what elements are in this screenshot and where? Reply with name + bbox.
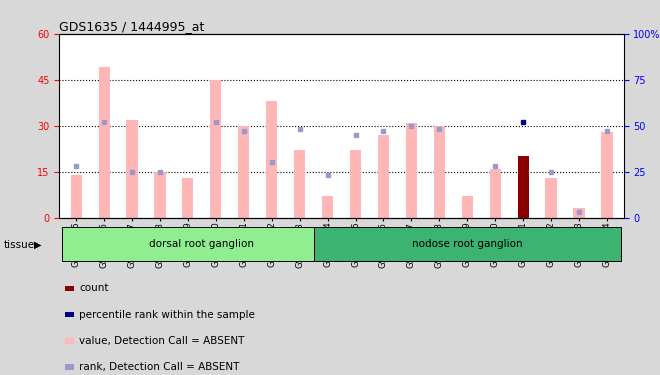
Bar bbox=[574, 209, 585, 218]
Text: tissue: tissue bbox=[3, 240, 34, 249]
Bar bbox=[601, 132, 612, 218]
Bar bbox=[238, 126, 249, 218]
Bar bbox=[322, 196, 333, 217]
Bar bbox=[517, 156, 529, 218]
Bar bbox=[490, 168, 501, 217]
Bar bbox=[65, 338, 73, 344]
Bar bbox=[406, 123, 417, 218]
Bar bbox=[462, 196, 473, 217]
Bar bbox=[65, 364, 73, 370]
Text: ▶: ▶ bbox=[34, 240, 42, 249]
Text: GDS1635 / 1444995_at: GDS1635 / 1444995_at bbox=[59, 20, 205, 33]
Bar bbox=[71, 175, 82, 217]
Bar bbox=[266, 101, 277, 217]
Bar bbox=[62, 227, 342, 261]
Bar bbox=[378, 135, 389, 218]
Bar bbox=[65, 312, 73, 317]
Bar bbox=[154, 172, 166, 217]
Bar bbox=[211, 80, 221, 218]
Bar bbox=[294, 150, 305, 217]
Bar bbox=[314, 227, 621, 261]
Bar bbox=[545, 178, 556, 218]
Bar bbox=[350, 150, 361, 217]
Bar bbox=[98, 68, 110, 218]
Text: value, Detection Call = ABSENT: value, Detection Call = ABSENT bbox=[79, 336, 244, 346]
Bar bbox=[127, 120, 138, 218]
Bar bbox=[182, 178, 193, 218]
Bar bbox=[434, 126, 445, 218]
Text: percentile rank within the sample: percentile rank within the sample bbox=[79, 309, 255, 320]
Text: dorsal root ganglion: dorsal root ganglion bbox=[149, 239, 254, 249]
Text: rank, Detection Call = ABSENT: rank, Detection Call = ABSENT bbox=[79, 362, 240, 372]
Bar bbox=[65, 285, 73, 291]
Text: nodose root ganglion: nodose root ganglion bbox=[412, 239, 523, 249]
Text: count: count bbox=[79, 283, 109, 293]
